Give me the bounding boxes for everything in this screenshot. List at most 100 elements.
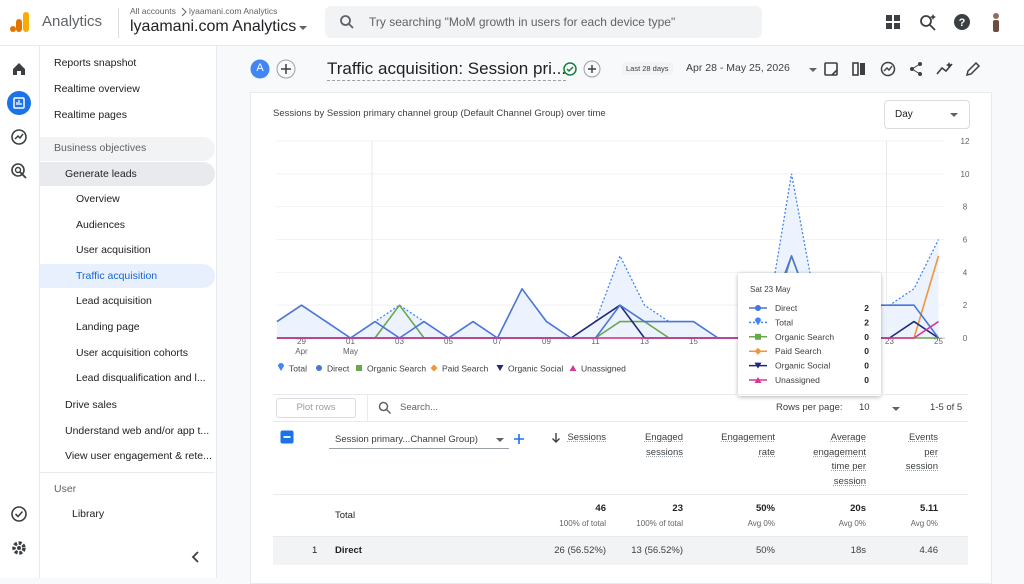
apps-icon[interactable] <box>885 14 901 30</box>
group-bg <box>40 162 215 186</box>
row-index: 1 <box>312 545 318 556</box>
row-cell: 18s <box>850 545 866 556</box>
nav-subitem[interactable]: Audiences <box>76 218 126 231</box>
nav-item[interactable]: Understand web and/or app t... <box>65 424 210 437</box>
column-header[interactable]: Events per session <box>898 431 938 475</box>
plot-rows-button[interactable]: Plot rows <box>276 398 356 418</box>
column-header-text: Average engagement time per session <box>813 432 866 487</box>
nav-subitem[interactable]: Traffic acquisition <box>76 269 158 282</box>
add-dimension[interactable] <box>513 433 525 445</box>
total-label: Total <box>335 510 356 521</box>
column-header-text: Engaged sessions <box>644 432 683 458</box>
row-cell: 26 (56.52%) <box>554 545 606 556</box>
nav-subitem[interactable]: Lead acquisition <box>76 295 152 308</box>
column-header[interactable]: Engagement rate <box>713 431 775 460</box>
tooltip-value: 2 <box>864 303 869 313</box>
search-placeholder: Try searching "MoM growth in users for e… <box>369 15 676 29</box>
advertising-icon[interactable] <box>10 162 28 180</box>
tooltip-value: 0 <box>864 346 869 356</box>
section-header[interactable]: Business objectives <box>54 142 147 154</box>
breadcrumb-root[interactable]: All accounts <box>130 6 176 16</box>
insights-button[interactable] <box>880 61 896 77</box>
property-selector[interactable]: lyaamani.com Analytics <box>130 18 297 35</box>
nav-item[interactable]: Drive sales <box>65 399 117 411</box>
insights-icon[interactable] <box>919 13 937 31</box>
section-header-bg <box>40 137 215 161</box>
admin-icon[interactable] <box>10 539 28 557</box>
avatar-letter: A <box>256 62 264 74</box>
status-check[interactable] <box>563 62 577 76</box>
total-note: 100% of total <box>636 519 683 528</box>
logo <box>10 12 29 32</box>
search-box[interactable]: Try searching "MoM growth in users for e… <box>325 6 762 38</box>
row-cell: 50% <box>755 545 775 556</box>
rows-per-page-label: Rows per page: <box>776 402 843 413</box>
tooltip-value: 2 <box>864 317 869 327</box>
tooltip-marker <box>755 305 761 311</box>
explore-icon[interactable] <box>10 128 28 146</box>
toolbar-divider <box>273 394 968 395</box>
selected-bg <box>40 263 215 288</box>
dimension-select[interactable]: Session primary...Channel Group) <box>329 431 509 449</box>
row-name[interactable]: Direct <box>335 545 362 556</box>
date-range[interactable]: Apr 28 - May 25, 2026 <box>686 62 790 74</box>
configure-icon[interactable] <box>10 505 28 523</box>
top-bar: Analytics All accounts lyaamani.com Anal… <box>0 0 1024 46</box>
column-header[interactable]: Sessions <box>546 431 606 446</box>
avatar-badge <box>250 59 270 79</box>
customize-icon[interactable] <box>823 61 839 77</box>
breadcrumb-account[interactable]: lyaamani.com Analytics <box>189 6 278 16</box>
tooltip-series: Paid Search <box>775 346 822 356</box>
nav-subitem[interactable]: Lead disqualification and l... <box>76 372 206 385</box>
date-chip: Last 28 days <box>622 62 673 75</box>
tooltip-series: Organic Search <box>775 332 834 342</box>
sidebar-divider <box>40 472 215 473</box>
total-value: 20s <box>850 503 866 514</box>
property-dropdown-arrow[interactable] <box>298 24 308 32</box>
row-cell: 13 (56.52%) <box>631 545 683 556</box>
edit-icon[interactable] <box>965 61 981 77</box>
anomaly-icon[interactable] <box>936 61 954 77</box>
compare-icon[interactable] <box>851 61 867 77</box>
add-comparison[interactable] <box>276 59 296 79</box>
reports-icon[interactable] <box>7 91 31 115</box>
rows-per-page-arrow[interactable] <box>891 405 901 413</box>
date-dropdown-arrow[interactable] <box>808 66 818 74</box>
nav-item[interactable]: Reports snapshot <box>54 57 137 69</box>
collapse-sidebar[interactable] <box>190 550 202 564</box>
dimension-arrow <box>496 438 504 442</box>
home-icon[interactable] <box>11 61 27 77</box>
select-all-checkbox[interactable] <box>280 430 294 444</box>
nav-subitem[interactable]: Overview <box>76 193 120 205</box>
group-item[interactable]: Generate leads <box>65 168 137 180</box>
tooltip-series: Total <box>775 317 793 327</box>
granularity-value: Day <box>895 109 913 120</box>
tooltip-value: 0 <box>864 361 869 371</box>
tooltip-series: Unassigned <box>775 375 820 385</box>
section-header[interactable]: User <box>54 483 77 495</box>
account-avatar[interactable] <box>987 11 1005 33</box>
nav-subitem[interactable]: User acquisition cohorts <box>76 346 189 359</box>
column-header-text: Events per session <box>905 432 938 472</box>
table-search[interactable]: Search... <box>400 402 439 413</box>
nav-item[interactable]: View user engagement & rete... <box>65 450 212 463</box>
help-icon[interactable]: ? <box>953 13 971 31</box>
share-icon[interactable] <box>908 61 924 77</box>
nav-item[interactable]: Library <box>72 508 105 520</box>
nav-item[interactable]: Realtime overview <box>54 83 140 95</box>
total-note: Avg 0% <box>838 519 866 528</box>
column-header[interactable]: Engaged sessions <box>623 431 683 460</box>
nav-item[interactable]: Realtime pages <box>54 109 127 121</box>
nav-subitem[interactable]: Landing page <box>76 321 140 333</box>
granularity-select[interactable]: Day <box>884 100 970 129</box>
add-button[interactable] <box>583 60 601 78</box>
column-header[interactable]: Average engagement time per session <box>802 431 866 489</box>
rows-per-page-value[interactable]: 10 <box>859 402 870 413</box>
nav-subitem[interactable]: User acquisition <box>76 244 151 257</box>
report-title: Traffic acquisition: Session pri... <box>327 59 567 81</box>
tooltip-value: 0 <box>864 375 869 385</box>
column-header-text: Engagement rate <box>721 432 775 458</box>
total-value: 23 <box>672 503 683 514</box>
tooltip-series: Direct <box>775 303 798 313</box>
tooltip-marker <box>755 317 761 326</box>
